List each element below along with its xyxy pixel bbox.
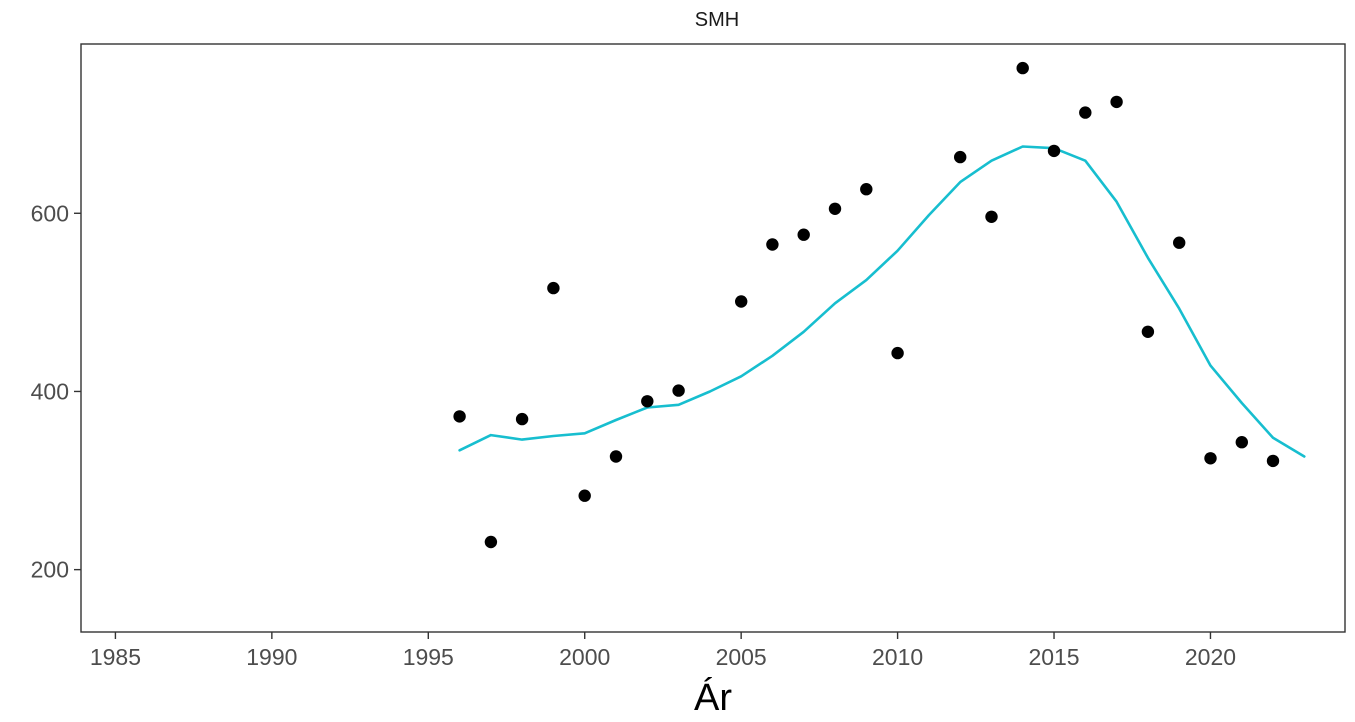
data-point-2003 <box>672 384 685 397</box>
x-tick-label-2015: 2015 <box>1028 644 1079 670</box>
y-axis: 200 400 600 <box>31 200 81 583</box>
smooth-trend-line <box>458 145 1306 458</box>
data-point-2001 <box>609 450 623 463</box>
data-point-2008 <box>828 202 842 215</box>
data-point-2012 <box>954 150 967 164</box>
data-point-2010 <box>891 346 904 360</box>
x-axis-title: Ár <box>694 676 732 719</box>
data-point-2000 <box>578 489 591 502</box>
panel-title: SMH <box>695 9 739 31</box>
data-point-1997 <box>484 535 498 549</box>
data-point-2015 <box>1047 144 1061 158</box>
data-point-2005 <box>735 295 748 308</box>
data-point-1999 <box>547 281 560 295</box>
data-point-1996 <box>453 410 466 423</box>
data-point-2020 <box>1204 452 1217 465</box>
x-axis: 1985 1990 1995 2000 2005 2010 2015 2020 <box>90 632 1236 670</box>
data-point-2016 <box>1079 106 1092 119</box>
data-point-2014 <box>1016 61 1029 75</box>
x-tick-label-2020: 2020 <box>1185 644 1236 670</box>
y-tick-label-200: 200 <box>31 557 69 583</box>
x-tick-label-2000: 2000 <box>559 644 610 670</box>
data-point-2017 <box>1110 95 1123 109</box>
data-point-2007 <box>797 228 810 241</box>
y-tick-label-600: 600 <box>31 200 69 226</box>
data-point-2018 <box>1141 325 1155 338</box>
data-point-2021 <box>1235 436 1249 449</box>
data-point-2009 <box>860 183 873 196</box>
panel-frame <box>80 43 1346 633</box>
x-tick-label-2005: 2005 <box>716 644 767 670</box>
data-point-2019 <box>1173 236 1186 249</box>
plot-area <box>453 61 1306 549</box>
x-tick-label-1985: 1985 <box>90 644 141 670</box>
data-point-2022 <box>1266 454 1280 468</box>
y-tick-label-400: 400 <box>31 378 69 404</box>
data-point-2006 <box>766 238 779 251</box>
x-tick-label-1995: 1995 <box>403 644 454 670</box>
data-point-2002 <box>641 395 654 408</box>
x-tick-label-1990: 1990 <box>246 644 297 670</box>
x-tick-label-2010: 2010 <box>872 644 923 670</box>
data-point-2013 <box>985 210 998 223</box>
data-point-1998 <box>515 412 529 426</box>
